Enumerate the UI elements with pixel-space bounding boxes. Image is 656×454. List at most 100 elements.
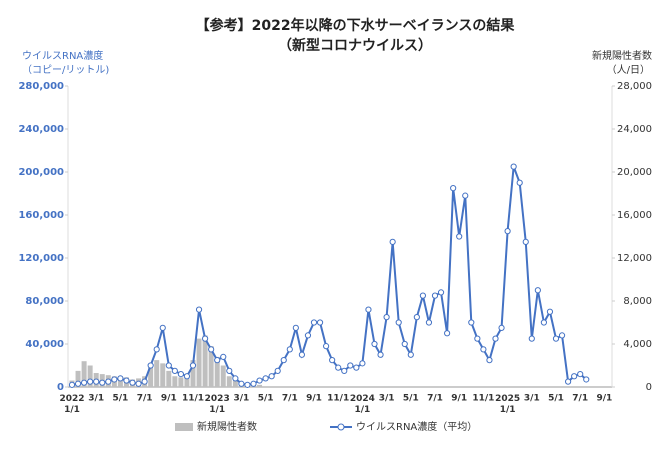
bar (232, 380, 238, 387)
x-tick-label: 9/1 (306, 394, 322, 404)
line-marker (280, 357, 287, 364)
legend-label: ウイルスRNA濃度（平均） (356, 420, 477, 433)
line-marker (68, 381, 76, 388)
line-marker (353, 364, 360, 371)
line-marker (208, 346, 215, 353)
x-tick-label: 9/1 (596, 394, 612, 404)
y2-tick-label: 0 (646, 382, 652, 393)
line-marker (456, 233, 463, 240)
line-marker (565, 378, 572, 385)
line-marker (468, 319, 475, 326)
x-tick-label: 7/1 (282, 394, 298, 404)
y-tick-label: 160,000 (18, 210, 64, 221)
line-marker (183, 373, 191, 380)
line-marker (99, 379, 106, 386)
bar (75, 370, 81, 387)
line-marker (292, 324, 299, 331)
line-marker (528, 335, 535, 342)
line-marker (147, 362, 154, 369)
line-marker (189, 362, 197, 369)
line-marker (359, 360, 366, 367)
line-marker (486, 357, 493, 364)
line-marker (341, 367, 348, 374)
bar (202, 335, 208, 387)
line-marker (431, 292, 439, 299)
line-marker (371, 340, 378, 348)
y-tick-label: 80,000 (25, 296, 64, 307)
legend-label: 新規陽性者数 (197, 420, 257, 433)
bar (214, 356, 220, 387)
line-marker (383, 314, 390, 321)
line-marker (425, 319, 433, 326)
line-marker (504, 228, 511, 235)
bar (257, 384, 263, 387)
x-tick-label: 5/1 (112, 394, 128, 404)
line-marker (437, 289, 445, 296)
line-marker (444, 330, 451, 337)
bar (87, 365, 93, 387)
x-tick-label: 7/1 (137, 394, 153, 404)
x-tick-label: 3/1 (524, 394, 540, 404)
y-tick-label: 280,000 (18, 81, 64, 92)
line-marker (304, 332, 312, 339)
line-marker (214, 357, 221, 364)
line-marker (480, 346, 487, 353)
chart-subtitle: （新型コロナウイルス） (278, 37, 432, 54)
line-marker (256, 377, 263, 384)
line-marker (262, 375, 269, 382)
line-marker (498, 324, 505, 331)
x-tick-label: 7/1 (427, 394, 443, 404)
x-tick-label: 2022 1/1 (59, 394, 84, 415)
line-marker (395, 319, 402, 326)
line-marker (135, 380, 142, 387)
line-marker (93, 378, 100, 385)
bar (178, 377, 184, 387)
bar (117, 376, 123, 387)
bar (154, 360, 160, 387)
line-marker (335, 364, 342, 371)
x-tick-label: 7/1 (572, 394, 588, 404)
line-marker (195, 306, 203, 313)
line-marker (286, 346, 293, 353)
y2-tick-label: 24,000 (617, 124, 652, 135)
line-marker (153, 346, 160, 353)
line-marker (105, 378, 112, 385)
line-marker (74, 380, 82, 387)
x-tick-label: 5/1 (548, 394, 564, 404)
line-marker (159, 324, 166, 331)
x-tick-label: 11/1 (182, 394, 204, 404)
x-tick-label: 5/1 (403, 394, 419, 404)
x-tick-label: 2025 1/1 (495, 394, 520, 415)
line-marker (177, 371, 184, 378)
line-marker (413, 314, 420, 321)
line-marker (347, 362, 354, 369)
bar (172, 376, 178, 387)
bar (208, 346, 214, 387)
line-marker (492, 335, 499, 342)
line-marker (401, 340, 408, 348)
y2-axis-unit: （人/日） (607, 64, 650, 76)
line (71, 166, 587, 386)
y2-tick-label: 4,000 (623, 339, 652, 350)
bar (81, 361, 87, 387)
y-tick-label: 120,000 (18, 253, 64, 264)
line-marker (377, 351, 384, 358)
x-tick-label: 9/1 (161, 394, 177, 404)
line-marker (571, 373, 578, 380)
line-marker (123, 377, 130, 384)
line-marker (165, 362, 172, 369)
line-marker (323, 343, 330, 350)
line-marker (244, 381, 251, 388)
x-tick-label: 5/1 (258, 394, 274, 404)
line-marker (298, 351, 305, 358)
line-marker (129, 379, 136, 386)
bar (166, 370, 172, 387)
line-marker (510, 163, 517, 170)
line-marker (274, 367, 281, 374)
line-marker (238, 380, 245, 387)
line-marker (407, 351, 414, 358)
line-marker (577, 371, 584, 378)
line-marker (268, 373, 275, 380)
line-marker (87, 378, 94, 385)
x-tick-label: 11/1 (472, 394, 494, 404)
